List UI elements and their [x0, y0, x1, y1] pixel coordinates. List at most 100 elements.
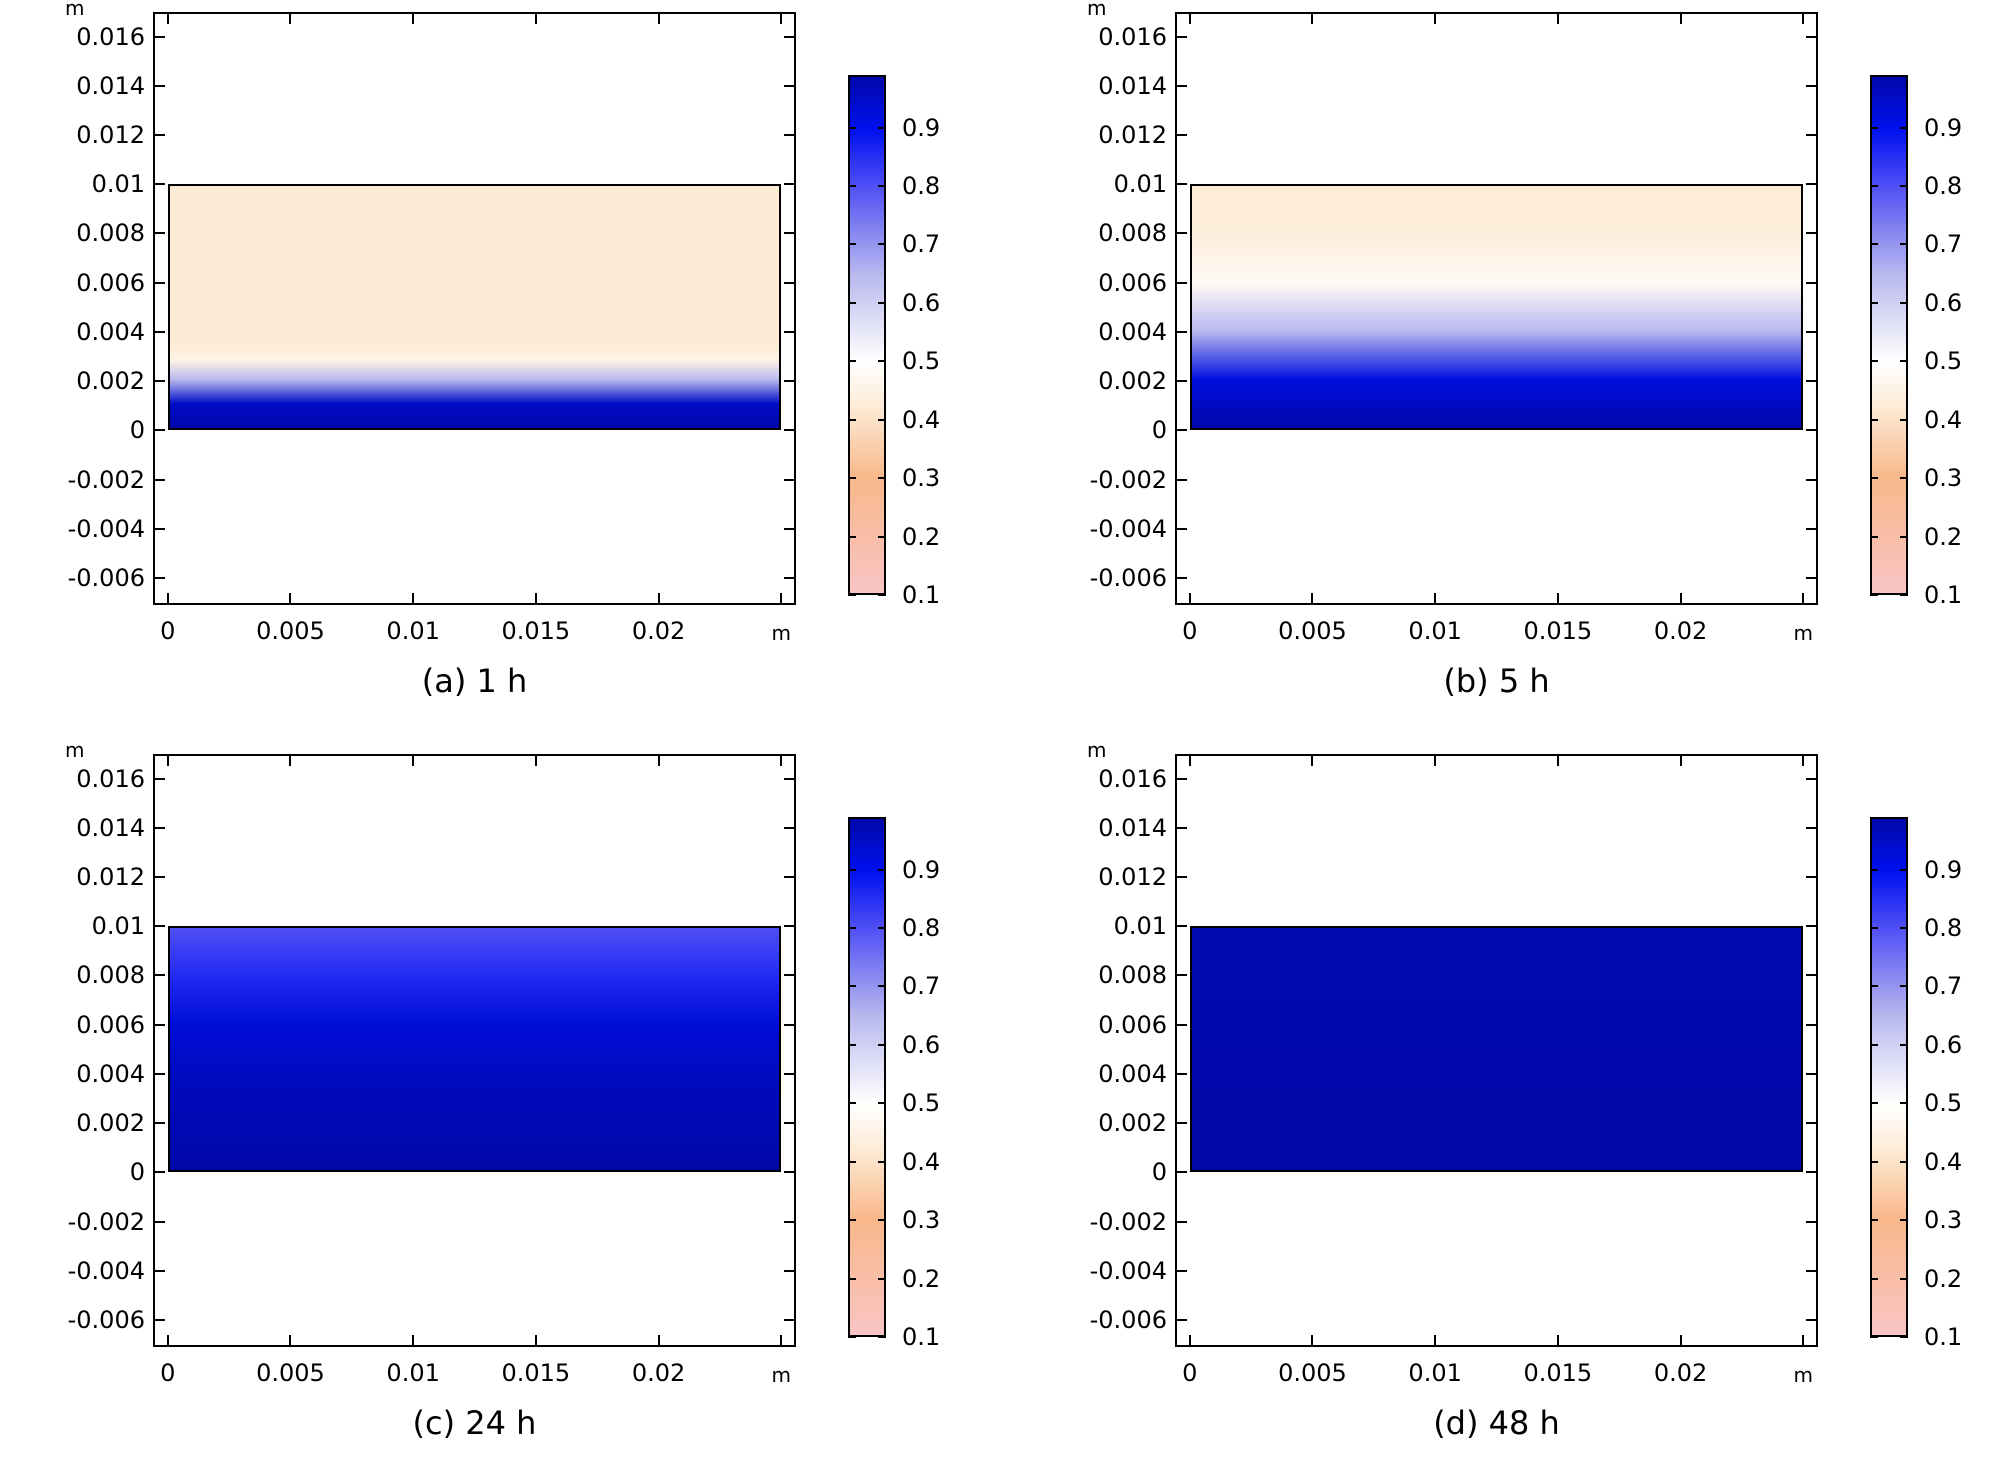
x-tick: [1311, 593, 1314, 605]
y-unit-label: m: [65, 738, 85, 762]
heatmap-domain: [1189, 184, 1804, 431]
x-tick: [534, 754, 537, 766]
y-tick: [153, 1318, 165, 1321]
y-tick: [1806, 478, 1818, 481]
colorbar-tick: [848, 535, 856, 538]
y-tick-label: 0.012: [1098, 863, 1167, 892]
y-tick: [1806, 429, 1818, 432]
colorbar-tick: [848, 126, 856, 129]
colorbar-tick: [878, 1277, 886, 1280]
colorbar-tick-label: 0.4: [1924, 1147, 1963, 1176]
y-tick-label: 0.002: [1098, 367, 1167, 396]
y-tick: [1806, 826, 1818, 829]
colorbar-tick: [848, 868, 856, 871]
y-tick-label: 0.004: [76, 317, 145, 346]
y-tick: [1806, 380, 1818, 383]
y-tick-label: 0.014: [1098, 71, 1167, 100]
colorbar-tick: [878, 360, 886, 363]
y-tick-label: -0.006: [67, 1305, 145, 1334]
colorbar-tick: [848, 927, 856, 929]
y-tick-label: 0.002: [1098, 1109, 1167, 1138]
y-tick-label: -0.002: [1089, 1207, 1167, 1236]
colorbar-tick: [878, 1043, 886, 1046]
colorbar-tick: [1900, 1336, 1908, 1338]
y-tick-label: -0.002: [67, 465, 145, 494]
y-tick: [1175, 576, 1187, 579]
y-tick: [1175, 134, 1187, 137]
y-tick: [153, 1122, 165, 1125]
x-tick: [1556, 754, 1559, 766]
x-tick-label: 0.005: [256, 617, 325, 645]
y-tick-label: 0.016: [1098, 764, 1167, 793]
colorbar-tick: [1870, 301, 1878, 304]
y-tick: [1175, 826, 1187, 829]
y-tick: [153, 35, 165, 38]
y-tick-label: 0.006: [76, 268, 145, 297]
heatmap-domain: [167, 926, 782, 1173]
y-tick: [784, 1122, 796, 1125]
x-tick: [534, 593, 537, 605]
y-tick-label: 0.002: [76, 367, 145, 396]
colorbar-tick: [1900, 535, 1908, 538]
x-tick: [780, 12, 783, 24]
x-tick: [657, 754, 660, 766]
y-tick-label: 0.01: [91, 912, 145, 941]
colorbar-tick: [848, 1219, 856, 1222]
y-tick: [784, 826, 796, 829]
chart-panel: 0.016 0.014 0.012 0.01 0.008 0.006 0.004 0.002 0…: [0, 738, 990, 1462]
y-tick-label: 0.014: [1098, 813, 1167, 842]
y-tick: [784, 84, 796, 87]
colorbar-tick: [1870, 1277, 1878, 1280]
x-tick: [780, 754, 783, 766]
colorbar-tick: [848, 1277, 856, 1280]
colorbar-tick: [1900, 1102, 1908, 1105]
x-tick: [1802, 12, 1805, 24]
colorbar-tick: [848, 1043, 856, 1046]
y-tick: [1806, 1220, 1818, 1223]
y-tick: [784, 429, 796, 432]
x-tick: [1802, 754, 1805, 766]
colorbar-tick: [1870, 1160, 1878, 1163]
panel-caption: (c) 24 h: [412, 1404, 537, 1442]
x-tick-label: 0.02: [1653, 1359, 1708, 1387]
x-tick: [1556, 1335, 1559, 1347]
colorbar-tick: [1900, 868, 1908, 871]
y-tick: [1175, 1023, 1187, 1026]
y-tick-label: 0.006: [1098, 1010, 1167, 1039]
heatmap-domain: [1189, 926, 1804, 1173]
colorbar-tick-label: 0.2: [902, 522, 941, 551]
y-tick: [784, 974, 796, 977]
heatmap-domain: [167, 184, 782, 431]
colorbar-tick-label: 0.5: [1924, 1089, 1963, 1118]
x-tick: [657, 593, 660, 605]
y-tick: [1175, 35, 1187, 38]
x-tick-label: 0.005: [1278, 617, 1347, 645]
x-tick-label: 0.015: [501, 617, 571, 645]
y-tick: [1175, 1171, 1187, 1174]
colorbar: [1870, 75, 1908, 595]
x-tick-label: 0: [160, 617, 176, 645]
y-tick: [1175, 876, 1187, 879]
colorbar: [1870, 817, 1908, 1337]
y-tick: [1806, 1318, 1818, 1321]
y-tick: [1175, 1122, 1187, 1125]
y-tick-label: 0.008: [1098, 961, 1167, 990]
x-tick-label: 0.005: [1278, 1359, 1347, 1387]
x-tick-label: 0.01: [1408, 1359, 1462, 1387]
colorbar-tick: [848, 477, 856, 480]
y-tick-label: 0.016: [76, 22, 145, 51]
colorbar-tick-label: 0.8: [902, 172, 941, 200]
y-tick: [784, 876, 796, 879]
y-tick-label: 0.016: [76, 764, 145, 793]
y-tick: [784, 1171, 796, 1174]
colorbar-tick: [1870, 360, 1878, 363]
colorbar-tick: [1870, 243, 1878, 246]
y-tick: [1806, 1023, 1818, 1026]
colorbar-tick: [848, 594, 856, 596]
y-tick: [1175, 527, 1187, 530]
y-tick: [1175, 1269, 1187, 1272]
colorbar-tick: [1900, 243, 1908, 246]
x-unit-label: m: [1793, 621, 1814, 645]
y-tick-label: -0.004: [67, 1256, 145, 1285]
y-tick-label: 0.01: [91, 170, 145, 199]
